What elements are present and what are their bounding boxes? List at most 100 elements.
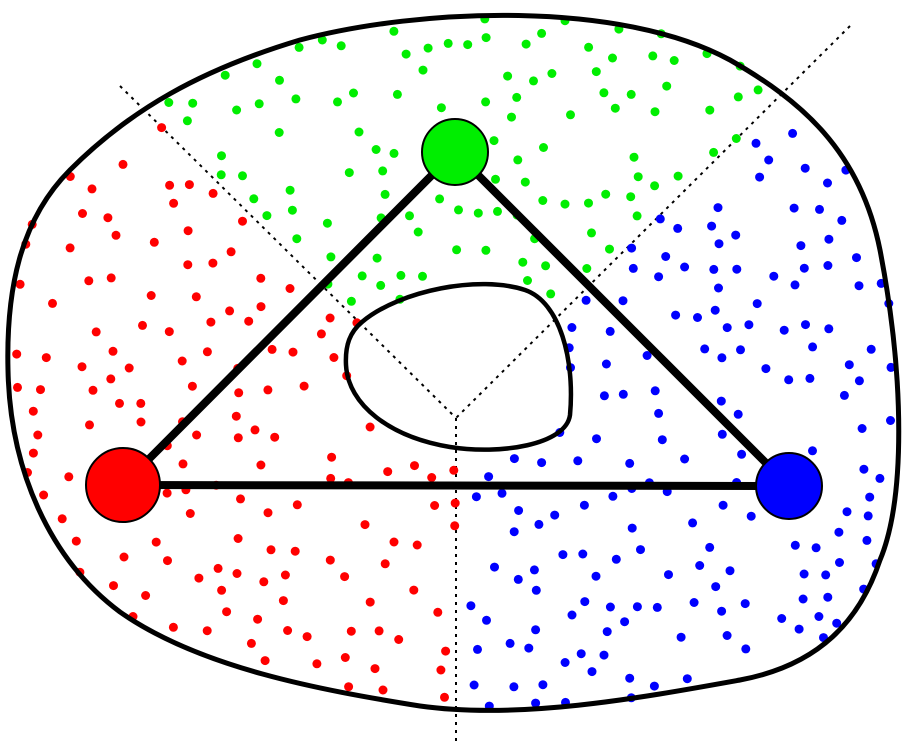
green-point (336, 41, 346, 51)
blue-point (835, 558, 844, 567)
blue-point (605, 602, 615, 612)
green-point (584, 198, 593, 208)
blue-point (717, 429, 727, 439)
red-point (119, 552, 129, 562)
red-point (202, 626, 212, 636)
green-point (354, 127, 364, 137)
green-point (435, 194, 445, 204)
green-point (376, 280, 386, 290)
edge-red-green (119, 148, 459, 489)
blue-point (808, 446, 817, 456)
blue-point (865, 492, 875, 502)
red-point (302, 632, 312, 642)
blue-point (713, 203, 723, 213)
blue-region-points (466, 128, 896, 711)
green-point (378, 166, 388, 176)
green-point (481, 245, 491, 255)
green-point (546, 289, 556, 299)
green-point (513, 155, 523, 165)
red-point (378, 685, 388, 695)
red-point (316, 329, 326, 339)
blue-point (673, 223, 683, 233)
blue-point (654, 272, 664, 282)
green-point (232, 105, 242, 115)
green-point (396, 270, 406, 280)
red-point (65, 243, 75, 253)
blue-point (580, 597, 590, 607)
green-point (518, 257, 528, 267)
green-point (249, 194, 259, 204)
green-point (520, 177, 530, 187)
edge-green-blue (451, 148, 793, 490)
blue-point (709, 264, 719, 274)
blue-point (469, 680, 479, 690)
red-point (206, 317, 216, 327)
blue-point (839, 390, 849, 400)
blue-point (680, 454, 690, 464)
red-point (231, 411, 241, 421)
green-point (292, 234, 302, 244)
red-point (106, 273, 116, 283)
blue-point (811, 543, 821, 553)
blue-point (560, 658, 570, 667)
red-point (238, 216, 247, 226)
green-point (274, 128, 284, 137)
blue-point (471, 492, 481, 502)
blue-point (741, 644, 751, 654)
green-point (418, 271, 427, 281)
red-point (266, 545, 276, 555)
red-point (365, 597, 375, 607)
blue-point (514, 506, 524, 515)
blue-point (733, 409, 743, 419)
red-point (270, 432, 280, 442)
red-point (299, 381, 309, 391)
red-point (111, 230, 121, 240)
red-point (169, 198, 179, 208)
blue-point (531, 625, 541, 635)
green-point (346, 296, 356, 306)
blue-point (618, 389, 628, 399)
green-point (733, 92, 743, 102)
red-point (183, 226, 193, 236)
blue-point (859, 464, 869, 474)
red-point (15, 279, 25, 289)
red-point (109, 581, 118, 591)
blue-point (657, 435, 667, 445)
green-point (254, 99, 264, 109)
green-point (216, 170, 226, 180)
red-point (267, 344, 277, 354)
blue-point (886, 416, 895, 425)
red-point (374, 626, 384, 636)
green-point (560, 199, 570, 209)
green-point (731, 134, 741, 143)
red-point (36, 385, 45, 395)
red-point (115, 398, 124, 408)
blue-point (581, 295, 591, 305)
green-point (650, 181, 660, 191)
red-point (151, 537, 161, 547)
blue-point (490, 562, 499, 572)
blue-point (625, 458, 635, 468)
blue-point (866, 344, 876, 354)
green-point (217, 151, 226, 161)
red-point (450, 498, 460, 508)
green-point (591, 67, 601, 77)
green-point (405, 211, 414, 221)
green-point (709, 147, 719, 157)
blue-point (605, 326, 615, 336)
blue-point (746, 511, 756, 521)
red-point (71, 536, 81, 546)
outer-boundary (5, 12, 902, 713)
blue-point (524, 643, 534, 653)
blue-point (625, 673, 635, 683)
red-point (84, 276, 94, 286)
blue-point (636, 545, 645, 555)
blue-point (834, 527, 844, 537)
green-point (566, 110, 575, 120)
blue-point (788, 128, 798, 138)
red-point (225, 306, 235, 316)
green-point (454, 205, 463, 215)
blue-point (700, 344, 710, 354)
green-point (512, 92, 522, 102)
red-point (290, 546, 300, 556)
